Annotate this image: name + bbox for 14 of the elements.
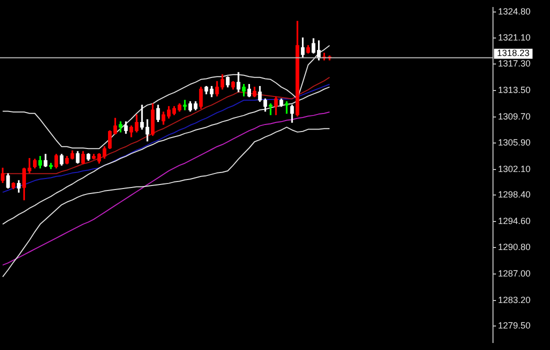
y-tick-label: 1298.40 [498,190,531,200]
y-tick-label: 1324.80 [498,6,531,17]
y-tick-label: 1309.70 [498,111,531,122]
y-tick-label: 1313.50 [498,84,531,95]
y-tick-label: 1305.90 [498,138,531,148]
y-tick-label: 1294.60 [498,216,531,226]
y-tick-label: 1321.10 [498,32,531,42]
y-tick-label: 1302.10 [498,164,531,174]
ref-line-label: 1318.23 [497,48,530,58]
y-tick-label: 1317.30 [498,58,531,69]
y-tick-label: 1279.50 [498,320,531,330]
y-tick-label: 1283.20 [498,294,531,305]
y-tick-label: 1287.00 [498,268,531,279]
y-tick-label: 1290.80 [498,242,531,252]
